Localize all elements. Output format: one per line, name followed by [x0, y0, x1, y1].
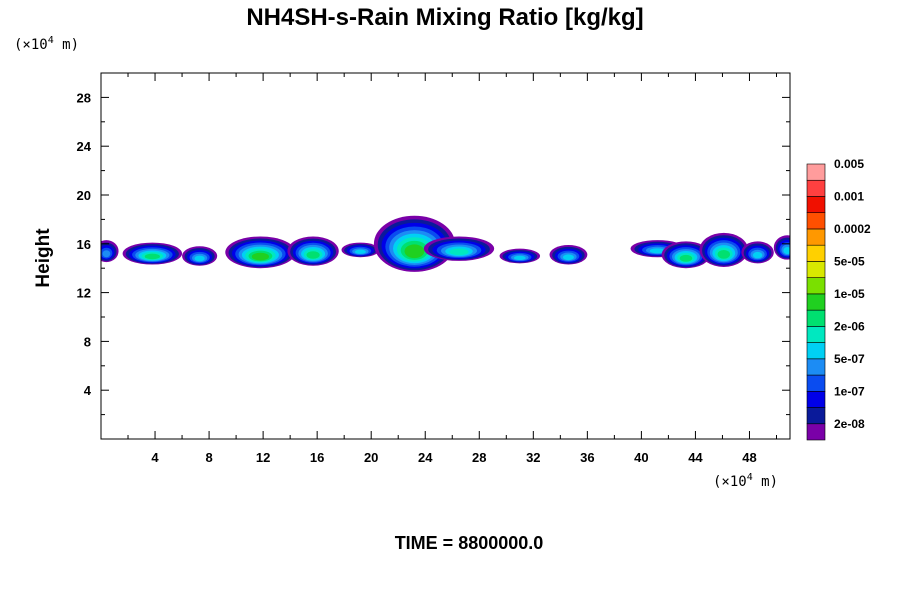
colorbar-swatch-3 — [806, 390, 826, 408]
x-tick-label-4: 4 — [151, 450, 159, 465]
cell-5 — [287, 236, 339, 266]
x-tick-label-20: 20 — [364, 450, 378, 465]
cell-15-level-5 — [783, 246, 790, 255]
colorbar-swatch-1 — [806, 423, 826, 441]
colorbar-label-6: 5e-05 — [834, 254, 865, 268]
colorbar-swatch-5 — [806, 358, 826, 376]
cell-12-level-7 — [679, 254, 693, 262]
plot-frame — [100, 72, 791, 440]
y-tick-label-28: 28 — [77, 90, 91, 105]
colorbar-swatch-2 — [806, 407, 826, 425]
cell-3 — [182, 246, 218, 266]
x-tick-label-44: 44 — [688, 450, 703, 465]
y-tick-label-8: 8 — [84, 334, 91, 349]
x-tick-label-8: 8 — [205, 450, 212, 465]
cell-14-level-5 — [752, 251, 763, 259]
cell-8-level-6 — [449, 248, 469, 256]
x-tick-label-36: 36 — [580, 450, 594, 465]
x-tick-label-48: 48 — [742, 450, 756, 465]
colorbar-label-2: 1e-07 — [834, 384, 865, 398]
cell-5-level-7 — [306, 251, 320, 259]
colorbar — [806, 163, 826, 441]
time-label: TIME = 8800000.0 — [395, 533, 544, 553]
x-tick-label-16: 16 — [310, 450, 324, 465]
cell-1-level-4 — [102, 250, 111, 258]
y-tick-label-12: 12 — [77, 286, 91, 301]
cell-10 — [549, 245, 588, 265]
colorbar-label-1: 2e-08 — [834, 417, 865, 431]
y-axis-unit: (×104 m) — [14, 35, 79, 53]
colorbar-label-5: 1e-05 — [834, 287, 865, 301]
colorbar-label-3: 5e-07 — [834, 352, 865, 366]
cell-2 — [122, 242, 183, 265]
cell-2-level-7 — [144, 253, 160, 260]
colorbar-label-7: 0.0002 — [834, 222, 871, 236]
cell-15 — [773, 235, 790, 260]
cell-4 — [225, 236, 296, 269]
y-tick-label-20: 20 — [77, 188, 91, 203]
cell-14 — [741, 241, 774, 264]
chart-title: NH4SH-s-Rain Mixing Ratio [kg/kg] — [246, 4, 643, 31]
colorbar-swatch-12 — [806, 244, 826, 262]
colorbar-swatch-17 — [806, 163, 826, 181]
colorbar-swatch-9 — [806, 293, 826, 311]
colorbar-swatch-16 — [806, 179, 826, 197]
cell-13 — [699, 232, 749, 267]
cell-6 — [341, 242, 380, 258]
cell-9 — [499, 248, 541, 264]
colorbar-label-4: 2e-06 — [834, 319, 865, 333]
colorbar-swatch-7 — [806, 326, 826, 343]
cell-6-level-5 — [354, 249, 366, 254]
colorbar-swatch-6 — [806, 342, 826, 360]
contour-cells — [101, 215, 790, 272]
y-tick-label-16: 16 — [77, 237, 91, 252]
cell-1 — [101, 240, 119, 263]
cell-7 — [373, 215, 455, 272]
colorbar-label-9: 0.005 — [834, 157, 864, 171]
cell-7-level-8 — [404, 244, 425, 259]
cell-9-level-5 — [513, 255, 526, 260]
x-tick-label-32: 32 — [526, 450, 540, 465]
cell-11-level-5 — [649, 248, 666, 254]
x-axis-unit: (×104 m) — [713, 472, 778, 490]
x-tick-label-12: 12 — [256, 450, 270, 465]
y-axis-label: Height — [33, 228, 54, 288]
cell-8 — [423, 236, 495, 261]
cell-13-level-7 — [717, 250, 731, 259]
colorbar-swatch-4 — [806, 374, 826, 392]
colorbar-swatch-13 — [806, 228, 826, 246]
colorbar-swatch-14 — [806, 212, 826, 230]
y-tick-label-4: 4 — [84, 383, 92, 398]
x-tick-label-24: 24 — [418, 450, 433, 465]
cell-10-level-5 — [562, 254, 574, 261]
colorbar-swatch-8 — [806, 309, 826, 327]
colorbar-label-8: 0.001 — [834, 189, 864, 203]
cell-12 — [661, 241, 711, 269]
colorbar-swatch-15 — [806, 196, 826, 214]
cell-4-level-8 — [251, 252, 270, 261]
colorbar-labels: 2e-08 1e-07 5e-07 2e-06 1e-05 5e-05 0.0002 0.00… — [834, 157, 871, 431]
y-tick-label-24: 24 — [77, 139, 92, 154]
colorbar-swatch-11 — [806, 261, 826, 278]
x-tick-label-28: 28 — [472, 450, 486, 465]
colorbar-swatch-10 — [806, 277, 826, 295]
x-tick-label-40: 40 — [634, 450, 648, 465]
axis-ticks — [101, 73, 790, 439]
cell-3-level-5 — [194, 255, 205, 262]
